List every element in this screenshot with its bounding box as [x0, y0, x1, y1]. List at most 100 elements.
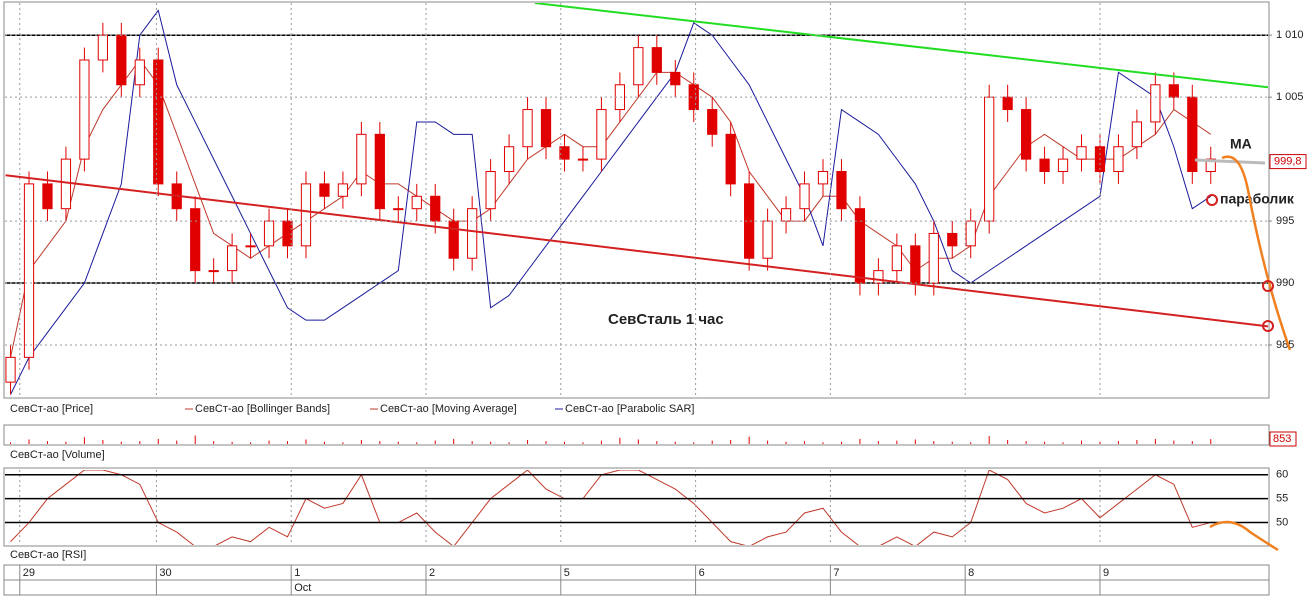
candle-body	[928, 232, 939, 284]
legend-label: СевСт-ао [Moving Average]	[380, 403, 517, 415]
candle-body	[577, 158, 589, 161]
candle-body	[596, 109, 607, 160]
last-price-box	[1269, 154, 1307, 170]
volume-plot	[10, 435, 1212, 444]
candle-body	[245, 245, 256, 248]
marker-circle	[1206, 194, 1218, 206]
legend-label: СевСт-ао [Parabolic SAR]	[565, 403, 695, 415]
x-tick-label: 9	[1103, 567, 1109, 579]
candle-body	[836, 171, 847, 210]
rsi-plot	[10, 470, 1211, 545]
candle-body	[1187, 96, 1198, 173]
candle-body	[540, 109, 552, 148]
annotation-title: СевСталь 1 час	[608, 311, 724, 328]
annotation-sar: параболик	[1220, 191, 1295, 207]
y-tick-label: 990	[1276, 277, 1294, 289]
candle-body	[670, 71, 681, 86]
candle-body	[1131, 121, 1143, 148]
y-tick-label: 1 010	[1276, 29, 1304, 41]
candle-body	[559, 146, 570, 160]
marker-circle	[1262, 320, 1274, 332]
candle-body	[633, 47, 644, 86]
legend-label: СевСт-ао [Bollinger Bands]	[195, 403, 330, 415]
candle-body	[762, 220, 773, 259]
candle-body	[393, 208, 404, 211]
annotation-ma: MA	[1230, 136, 1252, 152]
y-tick-label: 60	[1276, 469, 1288, 481]
candle-body	[707, 109, 718, 135]
x-tick-label: 8	[968, 567, 974, 579]
candle-body	[356, 133, 367, 185]
candle-body	[1205, 158, 1216, 173]
ma-projection	[1194, 158, 1266, 165]
x-tick-label: 2	[429, 567, 435, 579]
candle-body	[319, 183, 330, 197]
candle-body	[725, 133, 736, 185]
candle-body	[153, 59, 164, 185]
candle-body	[854, 208, 866, 284]
x-tick-label: 6	[699, 567, 705, 579]
candle-body	[780, 208, 792, 222]
candle-body	[208, 270, 219, 273]
candle-body	[910, 245, 921, 284]
candle-body	[60, 158, 72, 210]
candle-body	[300, 183, 312, 247]
candle-body	[984, 96, 995, 222]
rsi-forecast-arrow	[1209, 520, 1279, 552]
candle-body	[503, 146, 515, 173]
candle-body	[116, 34, 127, 86]
candle-body	[873, 270, 884, 284]
candle-body	[965, 220, 976, 247]
candle-body	[744, 183, 755, 259]
candle-body	[227, 245, 238, 272]
main-panel	[3, 1, 1270, 399]
y-tick-label: 985	[1276, 339, 1294, 351]
candle-body	[134, 59, 145, 86]
candle-body	[1150, 84, 1161, 123]
candle-body	[448, 220, 459, 259]
y-tick-label: 55	[1276, 493, 1288, 505]
x-tick-label: 7	[833, 567, 839, 579]
last-value-label: 853	[1273, 433, 1291, 445]
x-tick-label: 1	[294, 567, 300, 579]
candle-body	[799, 183, 810, 210]
candle-body	[97, 34, 108, 61]
candle-body	[651, 47, 662, 73]
axes: 29 30 1 2 5 6 7 8 9 Oct 1 010 1 005 995 990 985 999,8 Се…	[5, 3, 1307, 595]
indicator-line	[10, 9, 1212, 395]
y-tick-label: 1 005	[1276, 91, 1304, 103]
candle-body	[282, 220, 293, 247]
candle-body	[263, 220, 275, 247]
y-tick-label: 995	[1276, 215, 1294, 227]
x-tick-label: 5	[564, 567, 570, 579]
volume-panel	[3, 424, 1270, 446]
trend-line	[534, 3, 1268, 89]
last-value-box	[1269, 431, 1297, 447]
x-tick-label: 30	[159, 567, 171, 579]
candle-body	[817, 171, 829, 185]
marker-circle	[1262, 280, 1274, 292]
candle-body	[5, 356, 16, 383]
candle-body	[1113, 146, 1124, 173]
candle-body	[522, 109, 533, 148]
panel-label: СевСт-ао [RSI]	[10, 549, 86, 561]
rsi-panel	[3, 467, 1270, 547]
main-plot	[5, 3, 1268, 395]
candle-body	[947, 232, 958, 247]
candle-body	[1039, 158, 1050, 173]
trend-line	[5, 174, 1268, 328]
candle-body	[1020, 109, 1032, 160]
candle-body	[688, 84, 699, 111]
legend-label: СевСт-ао [Price]	[10, 403, 93, 415]
candle-body	[1076, 146, 1087, 160]
candle-body	[411, 195, 422, 210]
y-tick-label: 50	[1276, 516, 1288, 528]
rsi-line	[10, 470, 1211, 545]
candle-body	[891, 245, 902, 272]
candle-body	[79, 59, 90, 160]
candle-body	[337, 183, 349, 197]
candle-body	[430, 195, 441, 222]
candle-body	[42, 183, 53, 210]
